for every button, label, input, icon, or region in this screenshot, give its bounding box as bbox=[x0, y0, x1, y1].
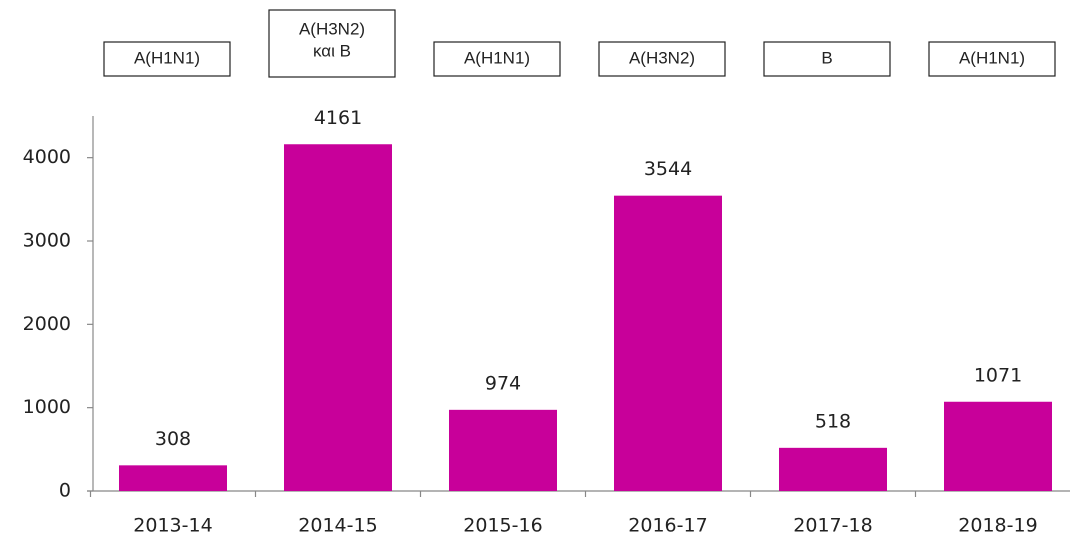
bar bbox=[119, 465, 227, 491]
annotation: και B bbox=[313, 41, 351, 60]
annotation-box bbox=[268, 9, 396, 78]
x-tick-label: 2017-18 bbox=[793, 515, 872, 537]
annotation: A(H1N1) bbox=[464, 48, 530, 67]
annotation-box bbox=[598, 41, 726, 77]
y-tick-label: 3000 bbox=[23, 230, 71, 252]
annotation-box bbox=[103, 41, 231, 77]
x-tick-label: 2016-17 bbox=[628, 515, 707, 537]
x-tick-label: 2018-19 bbox=[958, 515, 1037, 537]
annotation: A(H1N1) bbox=[959, 48, 1025, 67]
annotation-box bbox=[433, 41, 561, 77]
x-tick-label: 2013-14 bbox=[133, 515, 212, 537]
data-label: 3544 bbox=[644, 158, 692, 180]
data-label: 974 bbox=[485, 372, 521, 394]
annotation: B bbox=[821, 48, 832, 67]
bar bbox=[779, 447, 887, 491]
bar bbox=[449, 409, 557, 491]
y-tick-label: 0 bbox=[59, 480, 71, 502]
x-tick-label: 2015-16 bbox=[463, 515, 542, 537]
data-label: 1071 bbox=[974, 364, 1022, 386]
annotation-box bbox=[928, 41, 1056, 77]
x-tick-label: 2014-15 bbox=[298, 515, 377, 537]
data-label: 308 bbox=[155, 428, 191, 450]
annotation: A(H3N2) bbox=[629, 48, 695, 67]
annotation-box bbox=[763, 41, 891, 77]
data-label: 518 bbox=[815, 410, 851, 432]
y-tick-label: 1000 bbox=[23, 396, 71, 418]
data-label: 4161 bbox=[314, 107, 362, 129]
y-tick-label: 4000 bbox=[23, 146, 71, 168]
bar bbox=[944, 401, 1052, 491]
annotation: A(H1N1) bbox=[134, 48, 200, 67]
y-tick-label: 2000 bbox=[23, 313, 71, 335]
annotation: A(H3N2) bbox=[299, 19, 365, 38]
bar bbox=[614, 195, 722, 491]
bar bbox=[284, 144, 392, 491]
